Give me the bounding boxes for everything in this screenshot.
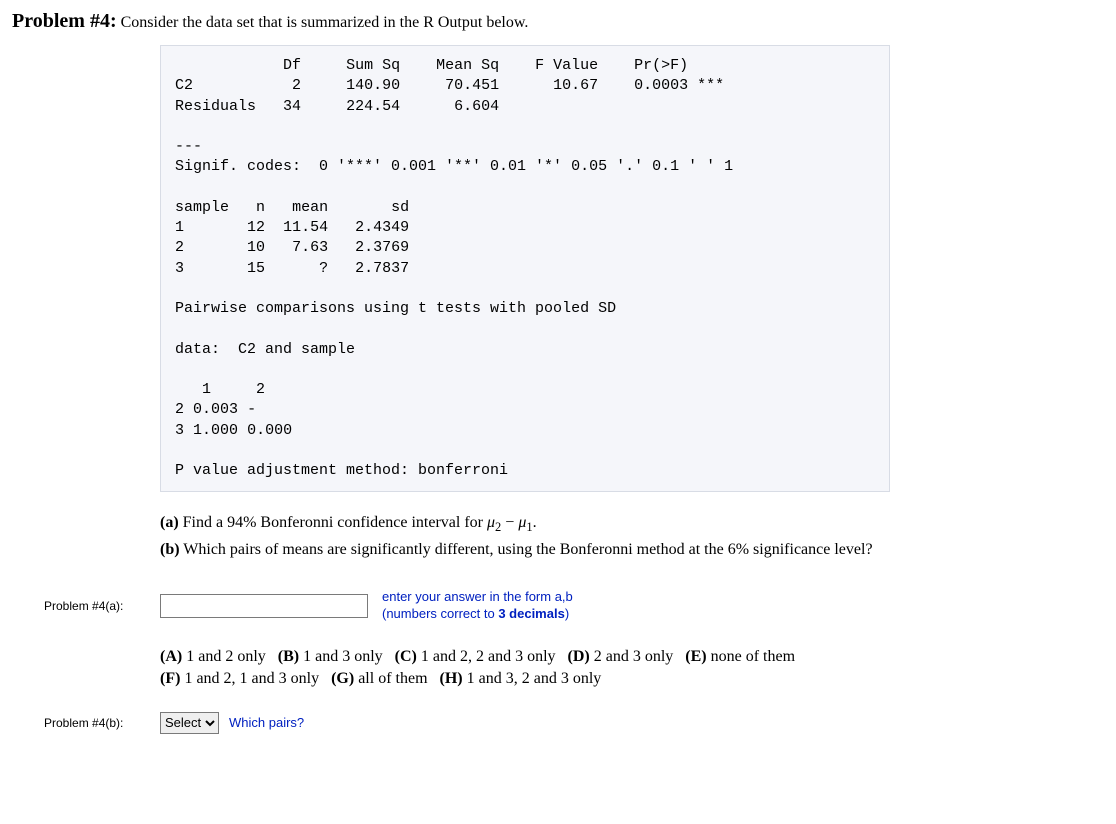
choice-g-label: (G) <box>331 670 354 687</box>
choice-d-label: (D) <box>568 648 590 665</box>
question-b: (b) Which pairs of means are significant… <box>160 541 1104 559</box>
part-b-text: Which pairs of means are significantly d… <box>183 541 872 558</box>
hint-line-1: enter your answer in the form a,b <box>382 589 573 604</box>
data-line: data: C2 and sample <box>175 341 355 358</box>
separator: --- <box>175 138 202 155</box>
answer-a-label: Problem #4(a): <box>44 599 160 613</box>
choice-c-text: 1 and 2, 2 and 3 only <box>421 648 556 665</box>
answer-row-a: Problem #4(a): enter your answer in the … <box>44 589 1104 622</box>
adjust-line: P value adjustment method: bonferroni <box>175 462 508 479</box>
choice-e-label: (E) <box>685 648 706 665</box>
problem-number: Problem #4: <box>12 10 117 32</box>
anova-header-row: Df Sum Sq Mean Sq F Value Pr(>F) <box>175 57 688 74</box>
choice-a-label: (A) <box>160 648 182 665</box>
answer-b-hint: Which pairs? <box>229 715 304 730</box>
sample-row-3: 3 15 ? 2.7837 <box>175 260 409 277</box>
question-list: (a) Find a 94% Bonferonni confidence int… <box>160 514 1104 559</box>
answer-a-input[interactable] <box>160 594 368 618</box>
hint-bold: 3 decimals <box>498 606 565 621</box>
answer-row-b: Problem #4(b): Select Which pairs? <box>44 712 1104 734</box>
choice-h-label: (H) <box>440 670 463 687</box>
choice-b-label: (B) <box>278 648 299 665</box>
answer-b-select[interactable]: Select <box>160 712 219 734</box>
choice-f-label: (F) <box>160 670 180 687</box>
anova-row-c2: C2 2 140.90 70.451 10.67 0.0003 *** <box>175 77 724 94</box>
part-b-label: (b) <box>160 541 180 558</box>
sample-row-1: 1 12 11.54 2.4349 <box>175 219 409 236</box>
choice-g-text: all of them <box>358 670 427 687</box>
choice-a-text: 1 and 2 only <box>186 648 266 665</box>
pmatrix-row-2: 2 0.003 - <box>175 401 256 418</box>
pmatrix-row-3: 3 1.000 0.000 <box>175 422 292 439</box>
choice-b-text: 1 and 3 only <box>303 648 383 665</box>
pmatrix-header: 1 2 <box>175 381 265 398</box>
mu-symbol-1: μ <box>487 514 495 531</box>
choice-list: (A) 1 and 2 only (B) 1 and 3 only (C) 1 … <box>160 648 1104 688</box>
problem-heading: Problem #4: Consider the data set that i… <box>12 10 1104 33</box>
answer-a-hint: enter your answer in the form a,b (numbe… <box>382 589 573 622</box>
anova-row-residuals: Residuals 34 224.54 6.604 <box>175 98 499 115</box>
minus-sign: − <box>501 514 518 531</box>
hint-line-2-post: ) <box>565 606 569 621</box>
r-output-block: Df Sum Sq Mean Sq F Value Pr(>F) C2 2 14… <box>160 45 890 492</box>
sample-row-2: 2 10 7.63 2.3769 <box>175 239 409 256</box>
choice-d-text: 2 and 3 only <box>594 648 674 665</box>
hint-line-2-pre: (numbers correct to <box>382 606 498 621</box>
choice-line-1: (A) 1 and 2 only (B) 1 and 3 only (C) 1 … <box>160 648 1104 666</box>
sample-header: sample n mean sd <box>175 199 409 216</box>
answer-b-label: Problem #4(b): <box>44 716 160 730</box>
choice-f-text: 1 and 2, 1 and 3 only <box>184 670 319 687</box>
part-a-label: (a) <box>160 514 179 531</box>
problem-intro: Consider the data set that is summarized… <box>121 14 529 31</box>
question-a: (a) Find a 94% Bonferonni confidence int… <box>160 514 1104 535</box>
choice-e-text: none of them <box>711 648 795 665</box>
period: . <box>533 514 537 531</box>
signif-codes: Signif. codes: 0 '***' 0.001 '**' 0.01 '… <box>175 158 733 175</box>
pairwise-header: Pairwise comparisons using t tests with … <box>175 300 616 317</box>
choice-c-label: (C) <box>395 648 417 665</box>
part-a-text: Find a 94% Bonferonni confidence interva… <box>183 514 487 531</box>
choice-line-2: (F) 1 and 2, 1 and 3 only (G) all of the… <box>160 670 1104 688</box>
choice-h-text: 1 and 3, 2 and 3 only <box>467 670 602 687</box>
